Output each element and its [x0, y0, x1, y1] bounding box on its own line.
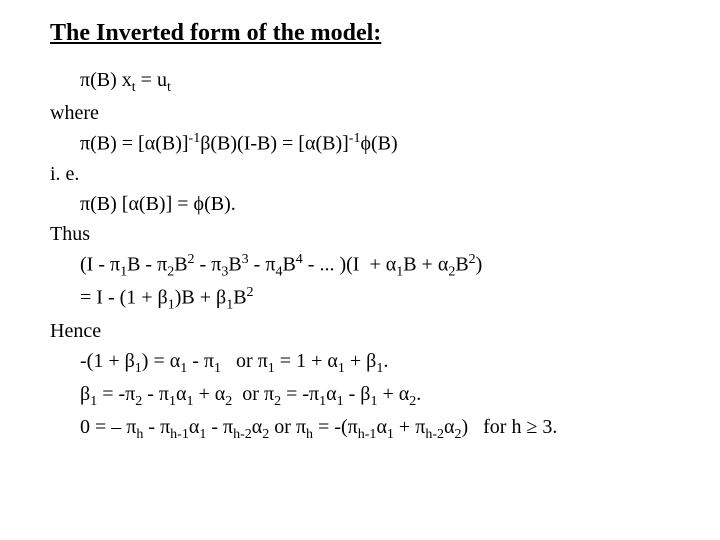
equation-line-5: = I - (1 + β1)B + β1B2 [50, 282, 690, 316]
sym-pi: π [80, 69, 90, 91]
equation-line-8: 0 = – πh - πh-1α1 - πh-2α2 or πh = -(πh-… [50, 412, 690, 445]
equation-line-1: π(B) xt = ut [50, 65, 690, 98]
equation-line-6: -(1 + β1) = α1 - π1 or π1 = 1 + α1 + β1. [50, 346, 690, 379]
sym-phi: ϕ [360, 133, 371, 155]
where-label: where [50, 98, 690, 128]
equation-line-3: π(B) [α(B)] = ϕ(B). [50, 189, 690, 219]
page-title: The Inverted form of the model: [50, 20, 690, 47]
sym-pi: π [80, 133, 90, 155]
sym-beta: β [200, 133, 210, 155]
equation-line-7: β1 = -π2 - π1α1 + α2 or π2 = -π1α1 - β1 … [50, 379, 690, 412]
thus-label: Thus [50, 219, 690, 249]
hence-label: Hence [50, 316, 690, 346]
sym-alpha: α [145, 133, 155, 155]
ie-label: i. e. [50, 159, 690, 189]
equation-line-4: (I - π1B - π2B2 - π3B3 - π4B4 - ... )(I … [50, 249, 690, 283]
equation-line-2: π(B) = [α(B)]-1β(B)(I-B) = [α(B)]-1ϕ(B) [50, 128, 690, 159]
document-page: The Inverted form of the model: π(B) xt … [0, 0, 720, 465]
